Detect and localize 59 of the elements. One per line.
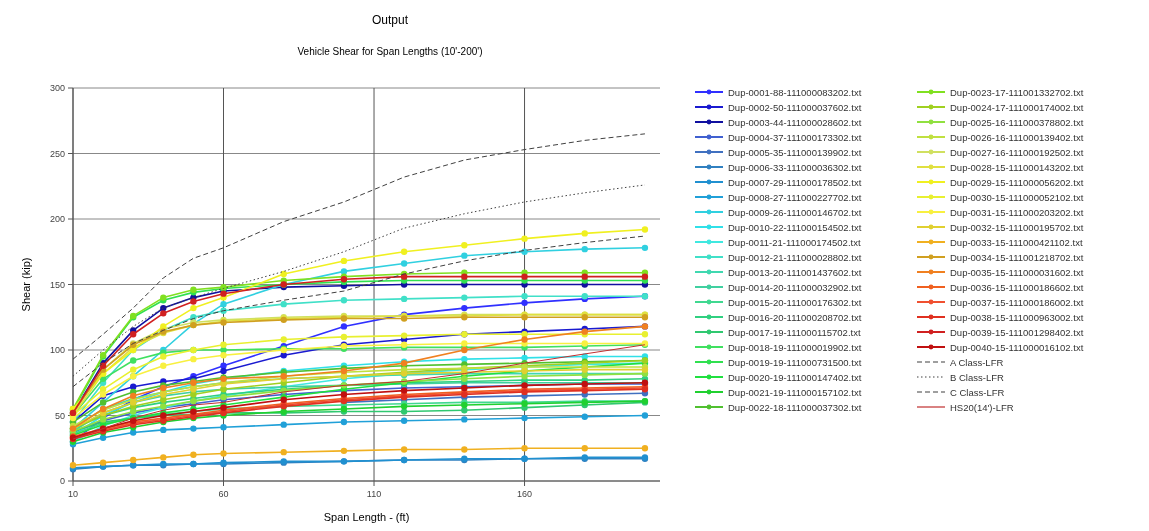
legend-label: Dup-0027-16-111000192502.txt (950, 146, 1084, 158)
x-axis-title: Span Length - (ft) (323, 511, 410, 523)
legend-label: Dup-0018-19-111000019902.txt (728, 341, 862, 353)
y-axis-title: Shear (kip) (20, 257, 32, 312)
legend-label: A Class-LFR (950, 356, 1004, 368)
legend-label: Dup-0024-17-111000174002.txt (950, 101, 1084, 113)
y-tick-label: 300 (49, 83, 65, 93)
legend-label: Dup-0005-35-111000139902.txt (728, 146, 862, 158)
legend-label: Dup-0025-16-111000378802.txt (950, 116, 1084, 128)
legend-label: Dup-0030-15-111000052102.txt (950, 191, 1084, 203)
x-tick-label: 60 (218, 489, 229, 499)
legend-label: Dup-0013-20-111001437602.txt (728, 266, 862, 278)
x-tick-label: 110 (366, 489, 382, 499)
legend-label: Dup-0031-15-111000203202.txt (950, 206, 1084, 218)
y-tick-label: 50 (54, 410, 65, 421)
legend-label: Dup-0026-16-111000139402.txt (950, 131, 1084, 143)
legend-label: Dup-0016-20-111000208702.txt (728, 311, 862, 323)
legend-label: B Class-LFR (950, 371, 1004, 383)
legend-label: Dup-0037-15-111000186002.txt (950, 296, 1084, 308)
y-tick-label: 250 (49, 148, 65, 159)
legend-label: Dup-0004-37-111000173302.txt (728, 131, 862, 143)
legend-label: Dup-0002-50-111000037602.txt (728, 101, 862, 113)
legend-label: Dup-0014-20-111000032902.txt (728, 281, 862, 293)
legend-label: Dup-0001-88-111000083202.txt (728, 86, 862, 98)
y-tick-label: 150 (49, 279, 65, 290)
legend-label: Dup-0032-15-111000195702.txt (950, 221, 1084, 233)
legend-label: Dup-0028-15-111000143202.txt (950, 161, 1084, 173)
legend-label: Dup-0036-15-111000186602.txt (950, 281, 1084, 293)
chart-title: Output (371, 13, 409, 27)
legend-label: Dup-0017-19-111000115702.txt (728, 326, 861, 338)
legend-label: Dup-0022-18-111000037302.txt (728, 401, 862, 413)
legend-label: Dup-0006-33-111000036302.txt (728, 161, 862, 173)
legend-label: Dup-0040-15-111000016102.txt (950, 341, 1084, 353)
y-tick-label: 200 (49, 214, 65, 224)
legend-label: Dup-0021-19-111000157102.txt (728, 386, 862, 398)
legend-label: Dup-0003-44-111000028602.txt (728, 116, 862, 128)
legend-label: Dup-0034-15-111001218702.txt (950, 251, 1084, 263)
x-tick-label: 10 (67, 489, 79, 499)
legend-label: Dup-0038-15-111000963002.txt (950, 311, 1084, 323)
legend-label: Dup-0009-26-111000146702.txt (728, 206, 862, 218)
legend-label: HS20(14')-LFR (950, 401, 1014, 413)
legend-label: Dup-0007-29-111000178502.txt (728, 176, 862, 188)
legend-label: Dup-0023-17-111001332702.txt (950, 86, 1084, 98)
y-tick-label: 0 (59, 476, 65, 486)
x-tick-label: 160 (517, 489, 533, 499)
legend-label: Dup-0015-20-111000176302.txt (728, 296, 862, 308)
legend-label: Dup-0033-15-111000421102.txt (950, 236, 1083, 248)
y-tick-label: 100 (49, 345, 65, 355)
legend-label: Dup-0019-19-111000731500.txt (728, 356, 862, 368)
legend-label: C Class-LFR (950, 386, 1005, 398)
legend-label: Dup-0008-27-111000227702.txt (728, 191, 862, 203)
legend-label: Dup-0012-21-111000028802.txt (728, 251, 862, 263)
legend-label: Dup-0011-21-111000174502.txt (728, 236, 861, 248)
legend-label: Dup-0035-15-111000031602.txt (950, 266, 1084, 278)
legend-label: Dup-0020-19-111000147402.txt (728, 371, 862, 383)
legend-label: Dup-0029-15-111000056202.txt (950, 176, 1084, 188)
legend-label: Dup-0010-22-111000154502.txt (728, 221, 862, 233)
chart-subtitle: Vehicle Shear for Span Lengths (10'-200') (297, 46, 483, 57)
legend-label: Dup-0039-15-111001298402.txt (950, 326, 1084, 338)
